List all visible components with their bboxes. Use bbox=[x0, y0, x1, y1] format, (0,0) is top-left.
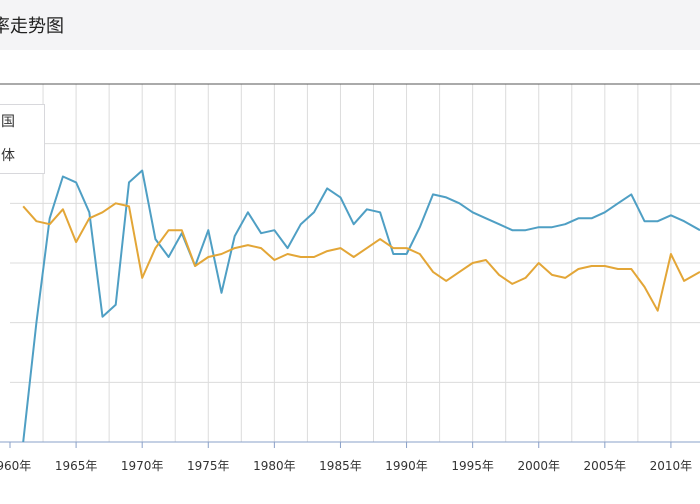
x-tick-label: 1995年 bbox=[451, 459, 494, 473]
x-tick-label: 2005年 bbox=[584, 459, 627, 473]
series-line-1[interactable] bbox=[22, 202, 700, 312]
header-bar: 率走势图 bbox=[0, 0, 700, 51]
legend: 国 体 bbox=[0, 104, 45, 174]
x-tick-label: 1990年 bbox=[385, 459, 428, 473]
series-line-0[interactable] bbox=[22, 169, 700, 443]
x-tick-label: 1975年 bbox=[187, 459, 230, 473]
line-chart: 1960年 1965年 1970年 1975年 1980年 1985年 1990年 1995年… bbox=[0, 50, 700, 500]
chart-area: 1960年 1965年 1970年 1975年 1980年 1985年 1990年 1995年… bbox=[0, 50, 700, 500]
legend-label: 国 bbox=[1, 114, 15, 130]
x-tick-label: 1980年 bbox=[253, 459, 296, 473]
legend-label: 体 bbox=[1, 148, 15, 164]
x-tick-label: 2010年 bbox=[650, 459, 693, 473]
x-tick-label: 2000年 bbox=[517, 459, 560, 473]
x-tick-label: 1985年 bbox=[319, 459, 362, 473]
legend-item-guo[interactable]: 国 bbox=[1, 111, 15, 131]
legend-item-ti[interactable]: 体 bbox=[1, 145, 15, 165]
x-tick-label: 1965年 bbox=[55, 459, 98, 473]
x-tick-label: 1970年 bbox=[121, 459, 164, 473]
chart-title: 率走势图 bbox=[0, 16, 64, 37]
x-tick-label: 1960年 bbox=[0, 459, 31, 473]
chart-background bbox=[0, 50, 700, 500]
